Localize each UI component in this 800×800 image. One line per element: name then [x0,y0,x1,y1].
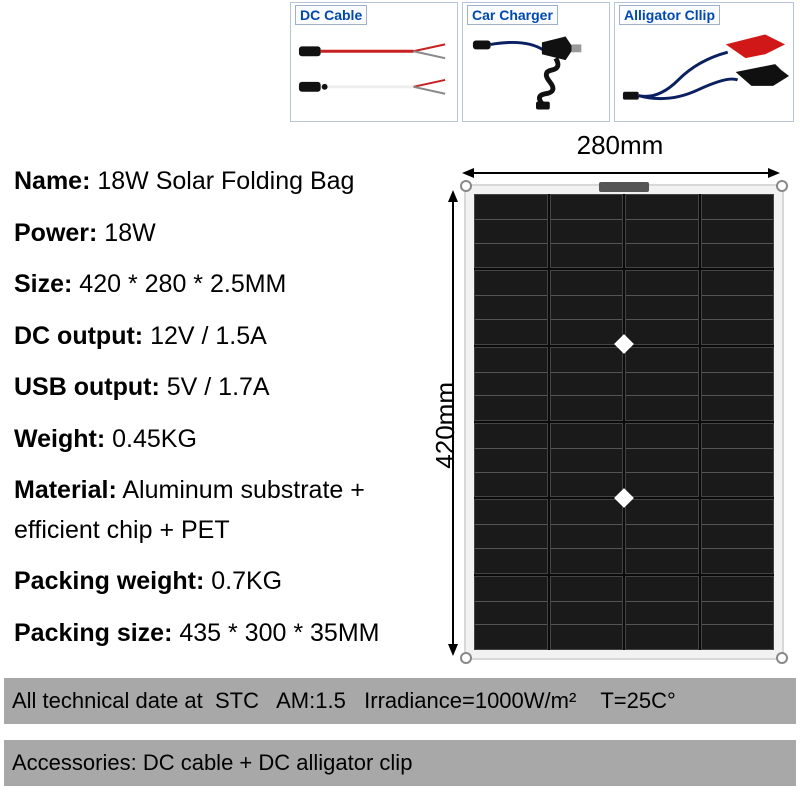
spec-row: Material: Aluminum substrate + [14,473,434,509]
spec-list: Name: 18W Solar Folding Bag Power: 18W S… [14,164,434,667]
dimension-width-arrow [462,166,780,180]
car-charger-icon [467,27,605,117]
spec-row: Weight: 0.45KG [14,422,434,458]
spec-row: Size: 420 * 280 * 2.5MM [14,267,434,303]
footer-accessories: Accessories: DC cable + DC alligator cli… [4,740,796,786]
spec-row-cont: efficient chip + PET [14,513,434,549]
dimension-width: 280mm [460,130,780,161]
accessory-car-charger: Car Charger [462,2,610,122]
accessory-alligator-clip: Alligator Cllip [614,2,794,122]
spec-row: Packing weight: 0.7KG [14,564,434,600]
mount-hole-icon [776,652,788,664]
spec-row: Packing size: 435 * 300 * 35MM [14,616,434,652]
spec-row: USB output: 5V / 1.7A [14,370,434,406]
accessory-row: DC Cable Car Charger [290,2,794,122]
dc-cable-icon [295,27,453,117]
footer-technical: All technical date at STC AM:1.5 Irradia… [4,678,796,724]
accessory-label: Car Charger [467,5,558,25]
accessory-label: DC Cable [295,5,367,25]
dimension-height: 420mm [430,190,460,660]
accessory-label: Alligator Cllip [619,5,720,25]
mount-hole-icon [460,180,472,192]
spec-row: Power: 18W [14,216,434,252]
mount-hole-icon [460,652,472,664]
dimension-width-label: 280mm [577,130,664,160]
junction-box-icon [599,182,649,192]
alligator-clip-icon [619,27,789,117]
footer-technical-text: All technical date at STC AM:1.5 Irradia… [12,688,676,713]
solar-panel [464,184,784,660]
spec-row: DC output: 12V / 1.5A [14,319,434,355]
dimension-height-label: 420mm [430,382,461,469]
spec-row: Name: 18W Solar Folding Bag [14,164,434,200]
accessory-dc-cable: DC Cable [290,2,458,122]
footer-accessories-text: Accessories: DC cable + DC alligator cli… [12,750,412,775]
mount-hole-icon [776,180,788,192]
solar-panel-cells [474,194,774,650]
